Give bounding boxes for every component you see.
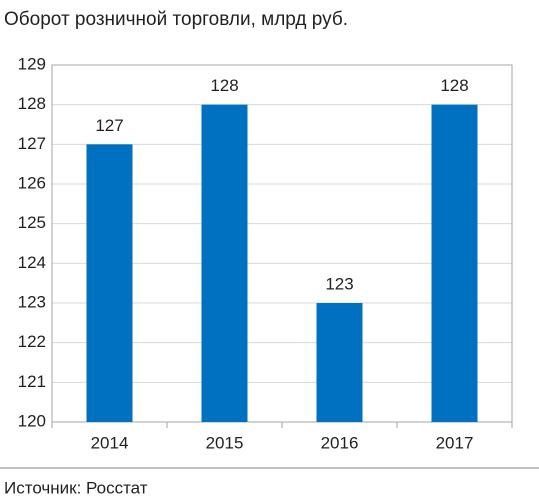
value-label: 128 xyxy=(210,76,238,95)
value-label: 128 xyxy=(440,76,468,95)
y-tick-label: 128 xyxy=(18,94,46,113)
y-tick-label: 129 xyxy=(18,54,46,73)
y-tick-label: 125 xyxy=(18,213,46,232)
bar xyxy=(316,303,363,422)
x-tick-label: 2017 xyxy=(436,433,474,452)
y-tick-label: 120 xyxy=(18,411,46,430)
bar xyxy=(201,104,248,423)
y-tick-label: 127 xyxy=(18,134,46,153)
y-tick-label: 124 xyxy=(18,253,46,272)
bar xyxy=(86,144,133,423)
source: Источник: Росстат xyxy=(4,478,148,497)
bar xyxy=(431,104,478,423)
y-tick-label: 122 xyxy=(18,332,46,351)
x-tick-label: 2015 xyxy=(206,433,244,452)
value-label: 123 xyxy=(325,274,353,293)
y-tick-label: 123 xyxy=(18,292,46,311)
y-tick-label: 121 xyxy=(18,372,46,391)
chart-title: Оборот розничной торговли, млрд руб. xyxy=(4,9,348,30)
y-tick-label: 126 xyxy=(18,173,46,192)
x-tick-label: 2014 xyxy=(91,433,129,452)
x-tick-label: 2016 xyxy=(321,433,359,452)
value-label: 127 xyxy=(95,116,123,135)
